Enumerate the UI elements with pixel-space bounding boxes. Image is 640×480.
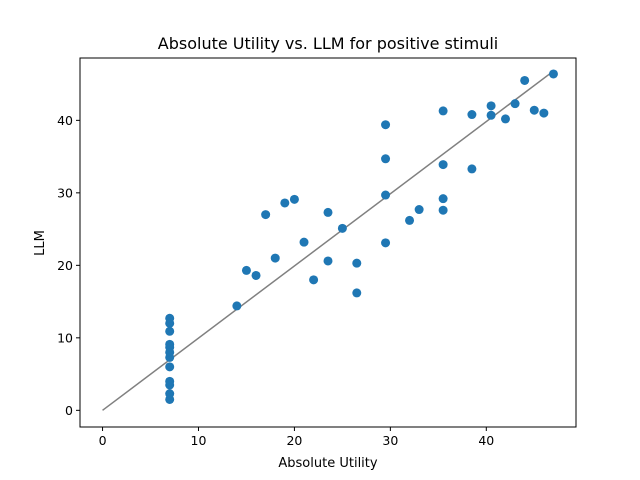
data-point <box>309 275 319 285</box>
data-point <box>381 190 391 200</box>
x-tick-label: 30 <box>382 433 398 448</box>
data-point <box>414 205 424 215</box>
data-point <box>438 160 448 170</box>
data-point <box>500 114 510 124</box>
plot-area: 0 10 20 30 40 0 10 20 30 40 <box>57 57 577 448</box>
data-layer <box>102 69 558 411</box>
data-point <box>251 270 261 280</box>
data-point <box>165 389 175 399</box>
x-tick-label: 10 <box>191 433 207 448</box>
data-point <box>261 210 271 220</box>
data-point <box>548 69 558 79</box>
data-point <box>486 101 496 111</box>
data-point <box>529 105 539 115</box>
data-point <box>520 75 530 85</box>
data-point <box>352 288 362 298</box>
y-axis-label: LLM <box>33 230 48 256</box>
data-point <box>289 194 299 204</box>
x-tick-label: 0 <box>99 433 107 448</box>
data-point <box>352 258 362 268</box>
data-point <box>165 339 175 349</box>
y-tick-label: 0 <box>65 403 73 418</box>
data-point <box>323 256 333 266</box>
x-axis-label: Absolute Utility <box>278 456 377 471</box>
data-point <box>270 253 280 263</box>
data-point <box>165 376 175 386</box>
y-tick-label: 20 <box>57 258 73 273</box>
data-point <box>381 238 391 248</box>
data-point <box>232 301 242 311</box>
data-point <box>381 120 391 130</box>
chart-title: Absolute Utility vs. LLM for positive st… <box>158 34 498 53</box>
data-point <box>299 237 309 247</box>
y-tick-label: 30 <box>57 185 73 200</box>
data-point <box>381 154 391 164</box>
data-point <box>323 207 333 217</box>
fit-line <box>102 70 554 411</box>
data-point <box>467 110 477 120</box>
data-point <box>438 205 448 215</box>
data-point <box>405 215 415 225</box>
data-point <box>486 110 496 120</box>
y-tick-label: 10 <box>57 330 73 345</box>
data-point <box>165 362 175 372</box>
x-tick-label: 20 <box>286 433 302 448</box>
data-point <box>337 223 347 233</box>
data-point <box>467 164 477 174</box>
data-point <box>165 313 175 323</box>
data-point <box>280 198 290 208</box>
data-point <box>438 194 448 204</box>
data-point <box>241 265 251 275</box>
y-tick-label: 40 <box>57 113 73 128</box>
data-point <box>165 326 175 336</box>
axes-frame <box>79 57 577 428</box>
data-point <box>510 99 520 109</box>
x-tick-label: 40 <box>478 433 494 448</box>
data-point <box>438 106 448 116</box>
data-point <box>539 108 549 118</box>
